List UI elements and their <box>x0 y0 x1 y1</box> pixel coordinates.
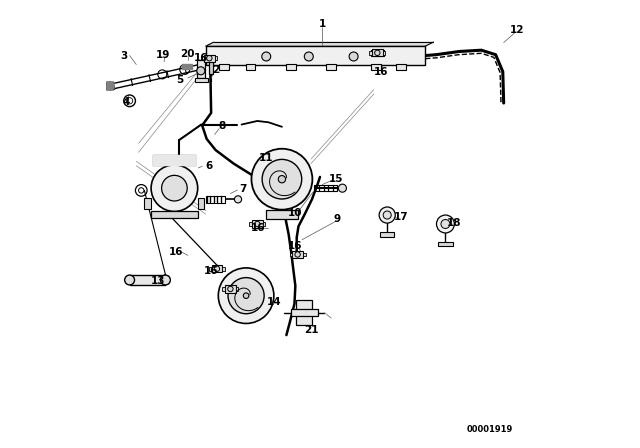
Circle shape <box>383 211 391 219</box>
Bar <box>202 56 204 60</box>
Polygon shape <box>206 42 433 46</box>
Circle shape <box>304 52 314 61</box>
Text: 16: 16 <box>288 241 303 250</box>
Text: 20: 20 <box>180 49 195 59</box>
Circle shape <box>228 278 264 314</box>
Circle shape <box>374 50 380 56</box>
Bar <box>209 60 213 74</box>
Text: 4: 4 <box>123 97 130 107</box>
Bar <box>204 55 215 62</box>
Circle shape <box>151 165 198 211</box>
Polygon shape <box>154 155 195 165</box>
Polygon shape <box>182 64 192 69</box>
Circle shape <box>349 52 358 61</box>
Circle shape <box>243 293 249 298</box>
Circle shape <box>125 275 134 285</box>
Circle shape <box>374 50 380 56</box>
Bar <box>236 287 239 291</box>
Bar <box>262 222 266 226</box>
Circle shape <box>161 175 188 201</box>
Text: 00001919: 00001919 <box>467 425 513 434</box>
Circle shape <box>262 159 301 199</box>
Bar <box>266 210 298 219</box>
Text: 16: 16 <box>251 223 266 233</box>
Text: 1: 1 <box>319 19 326 29</box>
Text: 21: 21 <box>304 325 318 335</box>
Bar <box>371 50 384 56</box>
Text: 17: 17 <box>394 212 408 222</box>
Bar <box>219 64 228 70</box>
Polygon shape <box>108 82 114 90</box>
Bar <box>151 211 198 218</box>
Bar <box>246 64 255 70</box>
Bar <box>222 287 225 291</box>
Bar <box>303 253 306 256</box>
Bar <box>249 222 252 226</box>
Bar <box>372 49 383 56</box>
Text: 3: 3 <box>120 51 127 60</box>
Text: 11: 11 <box>259 153 273 163</box>
Text: 16: 16 <box>204 267 218 276</box>
Circle shape <box>252 149 312 210</box>
Bar <box>296 300 312 325</box>
Text: 9: 9 <box>333 214 340 224</box>
Text: 16: 16 <box>374 67 388 77</box>
Text: 2: 2 <box>212 65 220 75</box>
Bar <box>212 265 222 272</box>
Circle shape <box>379 207 396 223</box>
Bar <box>326 64 336 70</box>
Bar <box>222 267 225 271</box>
Circle shape <box>295 252 300 257</box>
Bar <box>206 46 425 65</box>
Bar <box>383 51 385 55</box>
Bar <box>215 56 218 60</box>
Bar <box>438 242 452 246</box>
Bar <box>396 64 406 70</box>
Circle shape <box>278 176 285 183</box>
Bar <box>198 198 204 209</box>
Bar <box>289 253 292 256</box>
Circle shape <box>255 221 260 227</box>
Circle shape <box>262 52 271 61</box>
Text: 7: 7 <box>239 184 246 194</box>
Circle shape <box>218 268 274 323</box>
Bar <box>145 198 151 209</box>
Circle shape <box>234 196 241 203</box>
Bar <box>292 251 303 258</box>
Text: 14: 14 <box>267 297 282 307</box>
Bar <box>130 275 166 285</box>
Circle shape <box>339 184 346 192</box>
Bar <box>314 185 337 191</box>
Bar <box>206 196 225 203</box>
Bar <box>197 60 205 78</box>
Circle shape <box>161 275 170 285</box>
Bar <box>195 78 208 82</box>
Text: 12: 12 <box>510 26 524 35</box>
Text: 5: 5 <box>176 75 184 85</box>
Text: 10: 10 <box>288 208 303 218</box>
Text: 19: 19 <box>156 50 170 60</box>
Circle shape <box>207 56 212 61</box>
Bar <box>291 309 318 316</box>
Circle shape <box>228 286 233 292</box>
Bar <box>225 285 236 293</box>
Text: 13: 13 <box>150 276 165 286</box>
Text: 15: 15 <box>328 174 343 184</box>
Text: 16: 16 <box>194 53 209 63</box>
Circle shape <box>197 67 205 75</box>
Bar <box>380 232 394 237</box>
Bar <box>209 267 212 271</box>
Circle shape <box>441 220 450 228</box>
Bar <box>252 220 262 228</box>
Text: 6: 6 <box>205 161 212 171</box>
Bar <box>371 64 381 70</box>
Text: 16: 16 <box>168 247 183 257</box>
Text: 18: 18 <box>447 218 461 228</box>
Bar <box>369 51 372 55</box>
Text: 8: 8 <box>219 121 226 131</box>
Circle shape <box>214 266 220 271</box>
Circle shape <box>436 215 454 233</box>
Bar <box>286 64 296 70</box>
